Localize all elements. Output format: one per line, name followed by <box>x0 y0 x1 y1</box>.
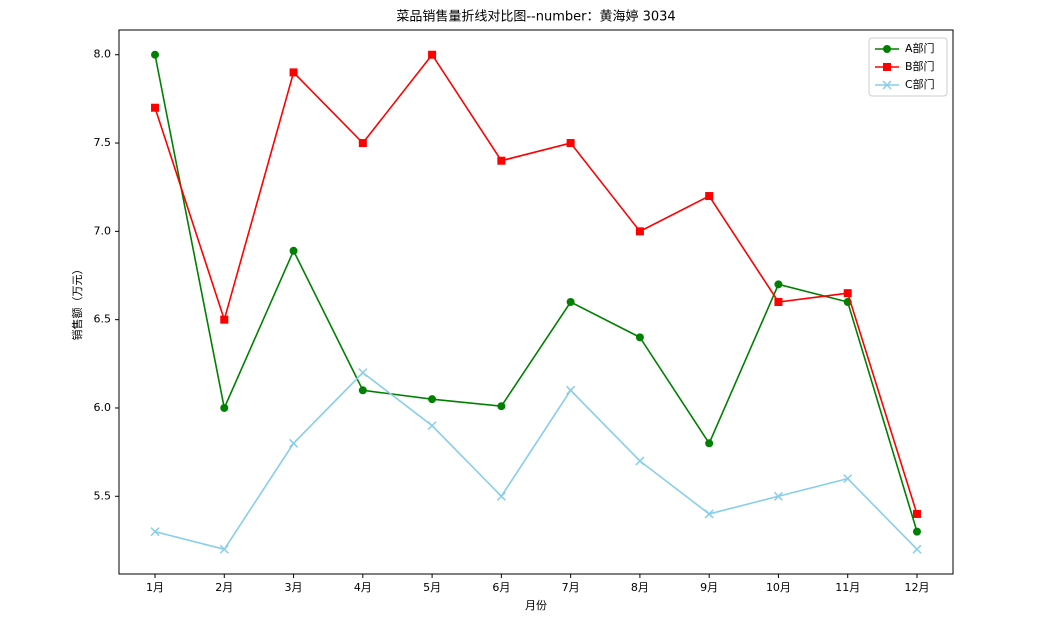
chart-title: 菜品销售量折线对比图--number：黄海婷 3034 <box>396 9 675 25</box>
x-tick-label: 7月 <box>562 581 580 594</box>
x-tick-label: 12月 <box>904 581 929 594</box>
point <box>843 474 853 484</box>
point <box>773 491 783 501</box>
x-tick-label: 11月 <box>835 581 860 594</box>
point <box>220 403 229 412</box>
x-tick-label: 8月 <box>631 581 649 594</box>
point <box>882 80 892 90</box>
point <box>151 103 160 112</box>
x-tick-label: 9月 <box>700 581 718 594</box>
x-tick-label: 6月 <box>492 581 510 594</box>
point <box>220 315 229 324</box>
legend-label: B部门 <box>905 59 935 73</box>
point <box>566 298 575 306</box>
point <box>912 527 921 536</box>
point <box>358 139 367 148</box>
point <box>635 227 644 236</box>
line <box>154 53 918 515</box>
point <box>912 509 921 518</box>
point <box>843 289 852 298</box>
x-tick-label: 5月 <box>423 581 441 594</box>
point <box>883 63 891 71</box>
y-tick-label: 6.0 <box>94 401 112 414</box>
point <box>635 333 644 342</box>
y-tick-label: 8.0 <box>94 48 112 61</box>
point <box>883 45 891 53</box>
y-tick-label: 6.5 <box>94 313 112 326</box>
point <box>704 509 714 519</box>
point <box>497 402 506 411</box>
point <box>774 298 783 306</box>
point <box>497 156 506 165</box>
point <box>774 280 783 289</box>
point <box>427 421 437 431</box>
x-tick-label: 3月 <box>285 581 303 594</box>
point <box>289 438 299 448</box>
point <box>289 246 298 255</box>
point <box>289 68 298 77</box>
legend-label: A部门 <box>905 41 935 55</box>
point <box>705 439 714 448</box>
line <box>154 371 918 551</box>
point <box>496 491 506 501</box>
point <box>428 50 437 59</box>
point <box>358 368 368 378</box>
point <box>150 527 160 537</box>
point <box>705 192 714 201</box>
x-tick-label: 1月 <box>146 581 164 594</box>
point <box>219 544 229 554</box>
x-axis-label: 月份 <box>525 599 547 612</box>
point <box>358 386 367 395</box>
point <box>428 395 437 404</box>
x-tick-label: 2月 <box>215 581 233 594</box>
y-tick-label: 5.5 <box>94 489 112 502</box>
point <box>151 50 160 59</box>
legend-label: C部门 <box>905 77 935 91</box>
y-axis-label: 销售额（万元） <box>70 264 84 341</box>
y-tick-label: 7.0 <box>94 224 112 237</box>
x-tick-label: 10月 <box>766 581 791 594</box>
point <box>566 385 576 395</box>
line <box>154 54 918 532</box>
y-tick-label: 7.5 <box>94 136 112 149</box>
point <box>912 544 922 554</box>
plot-frame <box>118 29 954 575</box>
x-tick-label: 4月 <box>354 581 372 594</box>
point <box>566 139 575 148</box>
point <box>635 456 645 466</box>
